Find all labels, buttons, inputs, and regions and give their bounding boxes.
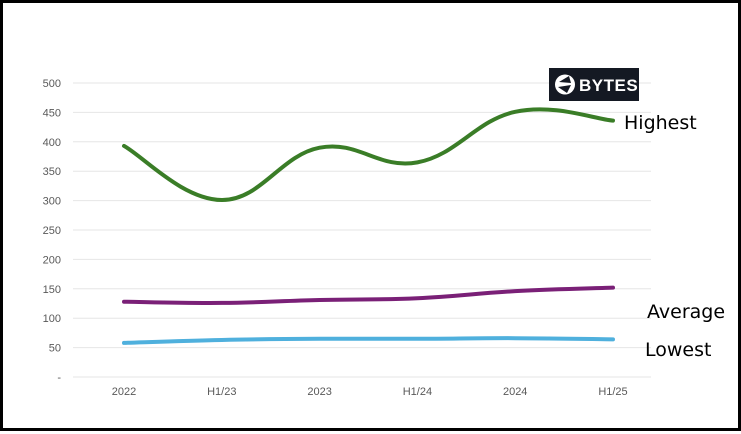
y-tick-label: 200 (43, 254, 61, 266)
series-labels: Highest Average Lowest (624, 112, 725, 361)
x-tick-label: 2024 (503, 386, 527, 398)
y-tick-label: 300 (43, 196, 61, 208)
line-chart: - 50 100 150 200 250 300 350 400 450 500 2022 H1/23… (43, 68, 725, 398)
x-tick-label: H1/24 (403, 386, 432, 398)
series-label-lowest: Lowest (645, 339, 711, 361)
series-line-highest (122, 107, 615, 203)
x-tick-label: H1/23 (207, 386, 236, 398)
series-line-lowest (122, 336, 615, 345)
y-tick-label: 400 (43, 137, 61, 149)
series-line-average (122, 285, 615, 305)
y-tick-label: 150 (43, 284, 61, 296)
y-axis-ticks: - 50 100 150 200 250 300 350 400 450 500 (43, 78, 62, 384)
y-tick-label: 100 (43, 313, 61, 325)
bytes-logo: BYTES (549, 68, 639, 101)
y-tick-label: 450 (43, 107, 61, 119)
series-label-average: Average (647, 301, 725, 323)
gridlines (73, 82, 651, 378)
y-tick-label: 500 (43, 78, 61, 90)
y-tick-label: - (57, 372, 61, 384)
x-tick-label: H1/25 (598, 386, 627, 398)
bytes-logo-icon (555, 74, 575, 95)
series-lines (122, 107, 615, 345)
bytes-logo-text: BYTES (579, 76, 638, 95)
series-label-highest: Highest (624, 112, 697, 134)
x-tick-label: 2023 (307, 386, 331, 398)
y-tick-label: 250 (43, 225, 61, 237)
x-tick-label: 2022 (112, 386, 136, 398)
x-axis-ticks: 2022 H1/23 2023 H1/24 2024 H1/25 (112, 386, 628, 398)
y-tick-label: 50 (49, 343, 61, 355)
y-tick-label: 350 (43, 166, 61, 178)
